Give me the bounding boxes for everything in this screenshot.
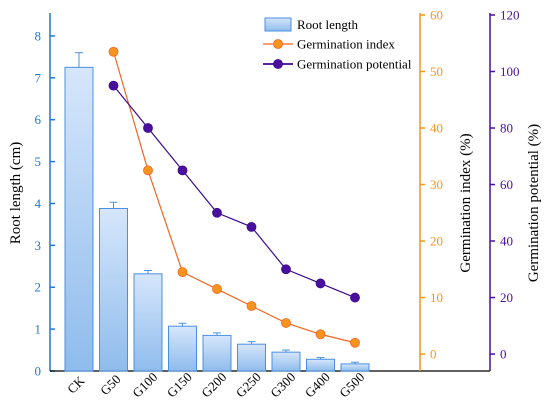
point-germination-potential [281,264,291,275]
right-axis-potential-tick-label: 100 [500,64,520,79]
bar-root-length [306,358,335,372]
bar-root-length [99,207,128,372]
line-germination-potential [113,85,356,299]
legend-label-root-length: Root length [297,17,359,32]
left-axis-tick-label: 0 [35,364,42,379]
x-axis-tick-label: G250 [233,369,264,400]
point-germination-index [177,267,188,278]
point-germination-potential [246,222,257,232]
legend-label-germination-index: Germination index [297,37,395,52]
right-axis-index-tick-label: 50 [430,64,443,79]
x-axis-tick-label: CK [64,373,88,397]
bar-root-length [340,363,370,372]
x-axis-tick-label: G50 [97,372,123,398]
right-axis-index-title: Germination index (%) [458,133,474,272]
legend-label-germination-potential: Germination potential [297,57,412,72]
left-axis-tick-label: 6 [35,112,42,127]
left-axis-tick-label: 2 [35,280,42,295]
point-germination-potential [177,165,188,176]
bar-root-length [202,334,232,372]
point-germination-index [143,165,153,176]
left-axis-tick-label: 1 [35,322,42,337]
point-germination-index [108,46,119,57]
point-germination-index [212,284,222,294]
right-axis-potential-tick-label: 40 [500,234,513,249]
x-axis-tick-label: G500 [336,369,367,400]
left-axis-tick-label: 4 [35,196,42,211]
point-germination-index [246,301,257,311]
left-axis-tick-label: 7 [35,70,42,85]
point-germination-index [315,329,326,340]
x-axis-tick-label: G150 [164,369,195,400]
point-germination-potential [315,278,326,289]
bar-root-length [168,325,197,372]
right-axis-potential-tick-label: 120 [500,8,520,23]
legend-swatch-root-length [264,17,292,32]
point-germination-potential [143,123,153,133]
right-axis-potential-tick-label: 80 [500,121,513,136]
right-axis-index-tick-label: 40 [430,121,443,136]
right-axis-potential-tick-label: 0 [500,347,507,362]
x-axis-tick-label: G200 [198,369,229,400]
bar-root-length [133,273,163,372]
x-axis-tick-label: G300 [267,369,298,400]
bar-root-length [271,351,301,372]
right-axis-index-tick-label: 0 [430,347,437,362]
line-germination-index [112,51,356,344]
legend: Root length Germination index Germination … [263,17,412,72]
point-germination-index [281,318,291,328]
right-axis-potential-title: Germination potential (%) [526,124,542,282]
point-germination-index [350,337,360,348]
bars-layer [64,52,370,372]
lines-layer [108,46,360,348]
left-axis-title: Root length (cm) [8,142,24,244]
bar-root-length [237,343,266,372]
point-germination-potential [212,207,222,218]
left-axis-tick-label: 8 [35,28,42,43]
legend-marker-germination-potential [273,59,283,69]
right-axis-potential-tick-label: 60 [500,177,513,192]
legend-marker-germination-index [273,39,283,49]
point-germination-potential [108,80,119,91]
point-germination-potential [350,292,360,303]
right-axis-index-tick-label: 10 [430,290,443,305]
left-axis-tick-label: 3 [35,238,42,253]
right-axis-index-tick-label: 60 [430,8,443,23]
right-axis-index-tick-label: 20 [430,234,443,249]
bar-root-length [64,66,94,372]
x-axis-tick-label: G400 [302,369,333,400]
left-axis-tick-label: 5 [35,154,42,169]
right-axis-index-tick-label: 30 [430,177,443,192]
x-axis-tick-label: G100 [129,369,160,400]
right-axis-potential-tick-label: 20 [500,290,513,305]
